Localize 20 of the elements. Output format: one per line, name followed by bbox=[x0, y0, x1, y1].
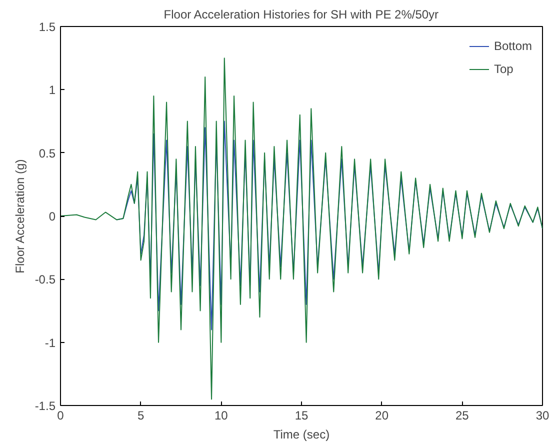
legend-label: Top bbox=[494, 62, 514, 76]
line-series bbox=[60, 58, 542, 400]
x-axis-title: Time (sec) bbox=[273, 428, 330, 442]
y-tick-label: 1 bbox=[48, 83, 56, 98]
x-tick-label: 25 bbox=[455, 408, 470, 422]
y-tick-label: -1.5 bbox=[34, 399, 56, 413]
y-tick-label: 0 bbox=[48, 210, 56, 224]
y-tick-label: -1 bbox=[44, 336, 56, 350]
legend-label: Bottom bbox=[494, 39, 532, 53]
x-tick-label: 0 bbox=[57, 408, 64, 422]
y-tick-label: 1.5 bbox=[38, 20, 56, 34]
chart-title: Floor Acceleration Histories for SH with PE 2%/50yr bbox=[164, 8, 439, 22]
y-tick-label: -0.5 bbox=[34, 272, 56, 287]
y-axis-title: Floor Acceleration (g) bbox=[12, 159, 27, 274]
x-tick-label: 20 bbox=[375, 408, 389, 422]
x-tick-label: 5 bbox=[137, 408, 144, 422]
x-tick-label: 15 bbox=[294, 408, 308, 422]
x-tick-label: 10 bbox=[214, 408, 228, 422]
y-tick-label: 0.5 bbox=[38, 146, 56, 160]
x-tick-label: 30 bbox=[536, 408, 550, 422]
